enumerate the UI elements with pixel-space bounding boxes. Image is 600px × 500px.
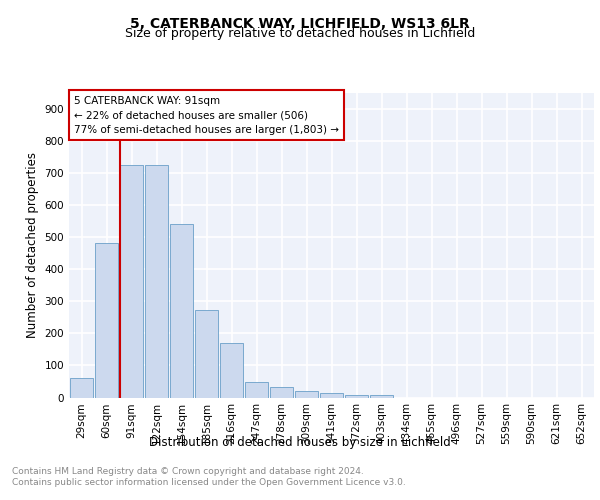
Text: Contains HM Land Registry data © Crown copyright and database right 2024.
Contai: Contains HM Land Registry data © Crown c… — [12, 468, 406, 487]
Bar — [370, 395, 393, 398]
Text: Size of property relative to detached houses in Lichfield: Size of property relative to detached ho… — [125, 28, 475, 40]
Text: Distribution of detached houses by size in Lichfield: Distribution of detached houses by size … — [149, 436, 451, 449]
Bar — [95, 244, 118, 398]
Bar — [320, 392, 343, 398]
Bar — [70, 378, 93, 398]
Bar — [195, 310, 218, 398]
Text: 5 CATERBANCK WAY: 91sqm
← 22% of detached houses are smaller (506)
77% of semi-d: 5 CATERBANCK WAY: 91sqm ← 22% of detache… — [74, 96, 339, 135]
Bar — [220, 343, 243, 398]
Bar — [145, 164, 168, 398]
Y-axis label: Number of detached properties: Number of detached properties — [26, 152, 39, 338]
Text: 5, CATERBANCK WAY, LICHFIELD, WS13 6LR: 5, CATERBANCK WAY, LICHFIELD, WS13 6LR — [130, 18, 470, 32]
Bar — [295, 391, 318, 398]
Bar — [245, 382, 268, 398]
Bar — [120, 164, 143, 398]
Bar — [270, 387, 293, 398]
Bar — [345, 395, 368, 398]
Bar — [170, 224, 193, 398]
